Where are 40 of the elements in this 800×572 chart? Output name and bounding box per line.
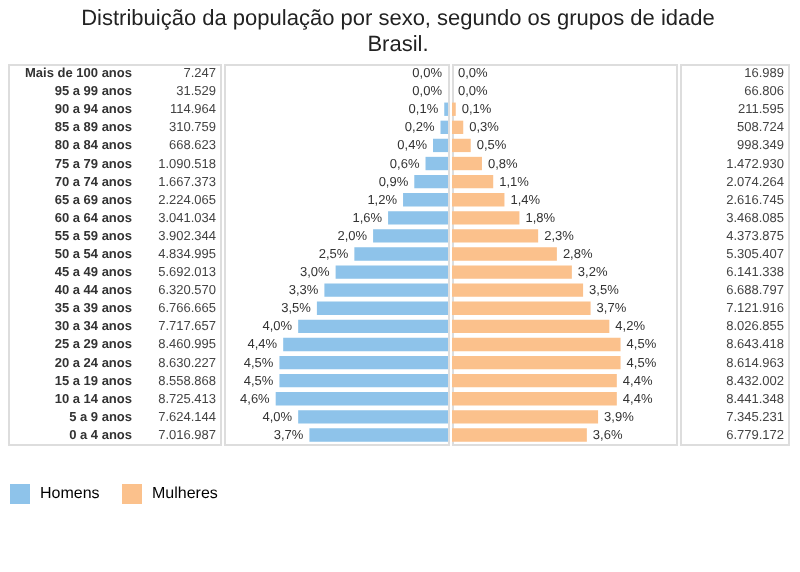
bar [452, 301, 591, 315]
bar [440, 120, 448, 135]
bar [279, 355, 448, 370]
bar [452, 247, 557, 261]
bar [452, 428, 587, 442]
bar [388, 211, 448, 225]
bar [452, 337, 621, 352]
bar [452, 193, 505, 207]
bar [324, 283, 448, 297]
legend-label: Homens [40, 484, 100, 502]
bar [275, 392, 448, 406]
bar [298, 410, 448, 424]
bar [452, 319, 610, 334]
bar [316, 301, 448, 315]
bar [452, 138, 471, 153]
bar [452, 174, 494, 189]
bar [354, 247, 448, 261]
bar [452, 373, 617, 388]
bar [309, 428, 448, 442]
bar [425, 156, 448, 171]
text: Brasil. [367, 33, 429, 57]
bar [452, 283, 584, 297]
bar [373, 229, 448, 243]
bar [452, 392, 617, 406]
bar [452, 156, 482, 171]
bar [283, 337, 448, 352]
bar [403, 193, 448, 207]
bar [279, 373, 448, 388]
bar [414, 174, 448, 189]
bar [433, 138, 448, 153]
bar [452, 229, 539, 243]
text: Distribuição da população por sexo, segundo os grupos de idade [81, 7, 715, 31]
legend-label: Mulheres [152, 484, 218, 502]
bar [298, 319, 448, 334]
bar [452, 355, 621, 370]
bar [452, 120, 464, 135]
bar [452, 265, 572, 279]
bar [452, 211, 520, 225]
bar [452, 410, 599, 424]
bar [335, 265, 448, 279]
